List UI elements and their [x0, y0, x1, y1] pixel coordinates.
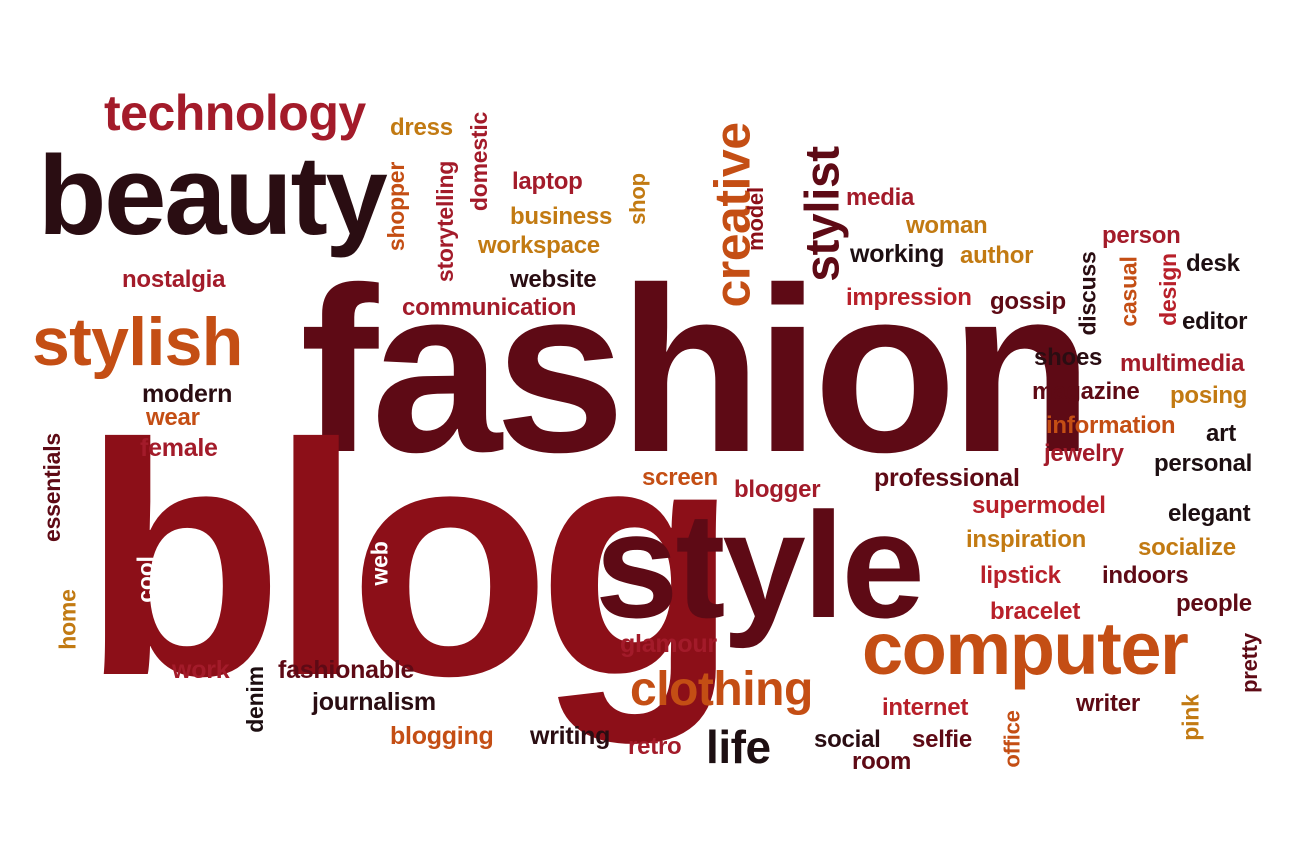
word-multimedia: multimedia [1120, 350, 1245, 377]
word-posing: posing [1170, 382, 1248, 409]
word-beauty: beauty [38, 133, 388, 258]
word-elegant: elegant [1168, 500, 1251, 527]
word-denim: denim [241, 666, 268, 733]
word-nostalgia: nostalgia [122, 266, 226, 293]
word-web: web [366, 541, 393, 586]
word-storytelling: storytelling [432, 160, 459, 283]
word-communication: communication [402, 294, 577, 321]
word-author: author [960, 242, 1034, 269]
word-retro: retro [628, 733, 682, 760]
word-home: home [54, 589, 81, 650]
word-media: media [846, 184, 915, 211]
word-working: working [850, 240, 945, 268]
word-lipstick: lipstick [980, 562, 1061, 589]
word-magazine: magazine [1032, 378, 1140, 405]
word-work: work [172, 656, 230, 684]
word-workspace: workspace [478, 232, 600, 259]
word-indoors: indoors [1102, 562, 1189, 589]
word-computer: computer [862, 607, 1189, 690]
word-bracelet: bracelet [990, 598, 1081, 625]
word-modern: modern [142, 380, 233, 408]
word-journalism: journalism [312, 688, 436, 716]
word-shoes: shoes [1034, 344, 1103, 371]
word-shop: shop [624, 173, 650, 225]
word-domestic: domestic [466, 111, 493, 212]
word-pink: pink [1177, 694, 1204, 741]
word-inspiration: inspiration [966, 526, 1087, 553]
word-technology: technology [104, 85, 366, 141]
word-dress: dress [390, 114, 453, 141]
word-art: art [1206, 420, 1236, 447]
word-glamour: glamour [620, 630, 717, 658]
word-style: style [595, 481, 925, 649]
word-social: social [814, 726, 881, 753]
word-blog: blog [82, 375, 739, 744]
word-essentials: essentials [38, 433, 65, 542]
word-supermodel: supermodel [972, 492, 1106, 519]
word-model: model [742, 187, 768, 251]
word-stylist: stylist [796, 146, 850, 282]
word-shopper: shopper [383, 161, 410, 252]
word-laptop: laptop [512, 168, 583, 195]
word-website: website [510, 266, 597, 293]
word-selfie: selfie [912, 726, 972, 753]
word-professional: professional [874, 464, 1020, 492]
word-cool: cool [132, 556, 159, 603]
word-clothing: clothing [630, 663, 813, 716]
word-discuss: discuss [1074, 251, 1101, 336]
word-person: person [1102, 222, 1181, 249]
word-desk: desk [1186, 250, 1240, 277]
word-fashionable: fashionable [278, 656, 415, 684]
word-room: room [852, 748, 912, 775]
word-information: information [1046, 412, 1176, 439]
word-socialize: socialize [1138, 534, 1236, 561]
word-screen: screen [642, 464, 718, 491]
word-internet: internet [882, 694, 969, 721]
word-people: people [1176, 590, 1252, 617]
word-writer: writer [1076, 690, 1140, 717]
word-impression: impression [846, 284, 972, 311]
word-fashion: fashion [300, 238, 1093, 501]
word-jewelry: jewelry [1044, 440, 1124, 467]
word-blogging: blogging [390, 722, 494, 750]
word-editor: editor [1182, 308, 1248, 335]
word-personal: personal [1154, 450, 1253, 477]
word-woman: woman [906, 212, 988, 239]
word-gossip: gossip [990, 288, 1066, 315]
word-stylish: stylish [32, 304, 243, 380]
word-business: business [510, 203, 613, 230]
word-wear: wear [146, 404, 200, 431]
word-life: life [706, 721, 771, 773]
word-pretty: pretty [1236, 633, 1262, 693]
word-blogger: blogger [734, 476, 821, 503]
word-female: female [140, 434, 218, 462]
word-office: office [999, 710, 1025, 768]
word-design: design [1154, 253, 1181, 326]
word-writing: writing [530, 722, 611, 750]
word-casual: casual [1115, 256, 1142, 327]
